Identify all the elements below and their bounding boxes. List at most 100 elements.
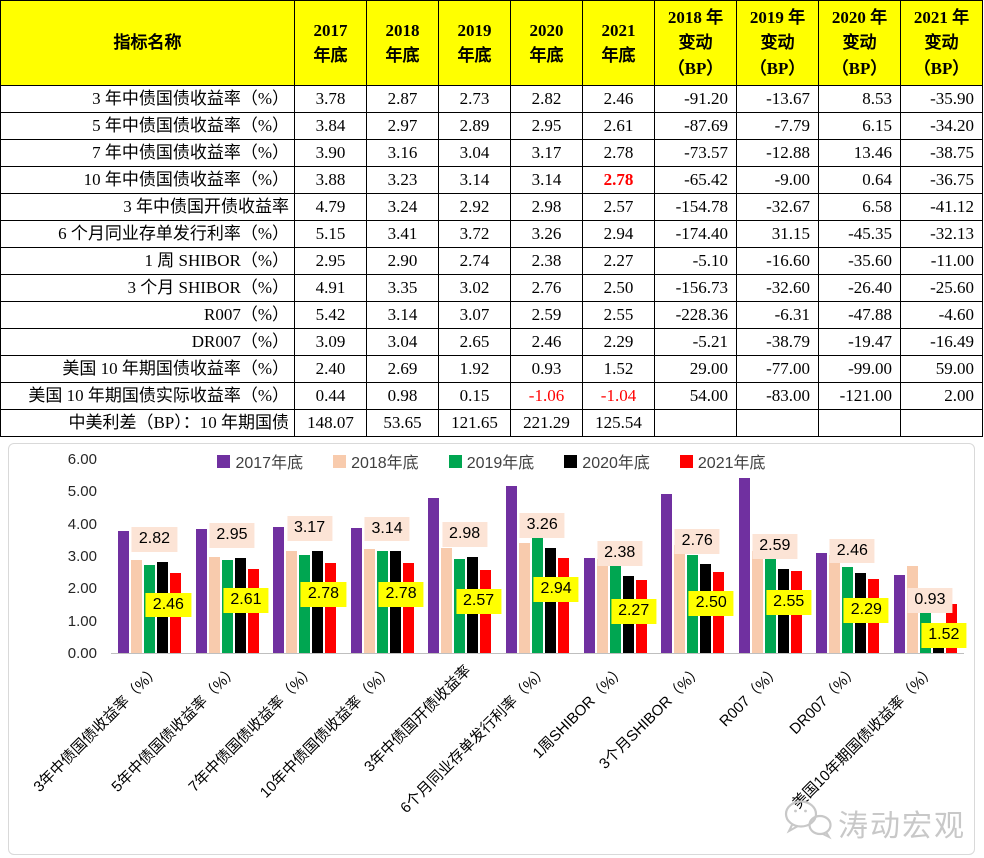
change-cell: -99.00	[818, 355, 901, 383]
callout-2021-value: 2.78	[300, 582, 347, 608]
change-cell: -32.13	[900, 220, 983, 248]
bar-2021年底	[558, 557, 569, 653]
change-cell: 31.15	[736, 220, 819, 248]
bar-group: 2.38 2.27	[576, 460, 657, 653]
indicator-name-cell: 3 年中债国开债收益率	[0, 193, 295, 221]
change-cell: -73.57	[654, 139, 737, 167]
value-cell: 3.04	[438, 139, 511, 167]
value-cell: 0.93	[510, 355, 583, 383]
value-cell: 2.69	[366, 355, 439, 383]
bar-2018年底	[829, 554, 841, 653]
x-category-label: 美国10年期国债收益率（%）	[789, 662, 940, 813]
indicator-name-cell: 6 个月同业存单发行利率（%）	[0, 220, 295, 248]
value-cell: 2.65	[438, 328, 511, 356]
bar-2017年底	[428, 498, 440, 653]
callout-2021-value: 2.46	[145, 592, 191, 618]
bar-group: 2.46 2.29	[809, 460, 889, 653]
value-cell: 1.92	[438, 355, 511, 383]
bar-2018年底	[441, 548, 453, 653]
change-cell: -156.73	[654, 274, 737, 302]
y-axis: 6.00 5.00 4.00 3.00 2.00 1.00 0.00	[9, 451, 111, 662]
value-cell: 2.76	[510, 274, 583, 302]
value-cell: 121.65	[438, 409, 511, 437]
change-header-cell: 2019 年 变动 （BP）	[736, 0, 819, 86]
bar-group: 2.82 2.46	[111, 460, 191, 653]
indicator-name-cell: 5 年中债国债收益率（%）	[0, 112, 295, 140]
value-cell: 3.26	[510, 220, 583, 248]
legend-label: 2020年底	[582, 455, 650, 472]
callout-2021-value: 2.94	[533, 577, 579, 602]
bar-2021年底	[402, 563, 414, 653]
callout-2021-value: 2.61	[223, 587, 269, 613]
legend-swatch-icon	[333, 454, 347, 468]
bar-2018年底	[596, 559, 608, 653]
change-cell: 59.00	[900, 355, 983, 383]
wechat-bubbles-icon	[782, 798, 834, 848]
change-cell	[736, 409, 819, 437]
value-cell: 0.44	[294, 382, 367, 410]
indicator-name-cell: 7 年中债国债收益率（%）	[0, 139, 295, 167]
bar-2018年底	[674, 544, 686, 653]
chart-legend: 2017年底 2018年底 2019年底 2020年底 2021年底	[9, 449, 974, 473]
table-row: 3 个月 SHIBOR（%） 4.91 3.35 3.02 2.76 2.50 -156.7…	[0, 274, 983, 302]
change-cell	[818, 409, 901, 437]
callout-2020-value: 0.93	[907, 588, 953, 613]
bar-chart: 2017年底 2018年底 2019年底 2020年底 2021年底 6.00 5.00 4…	[8, 443, 975, 855]
value-cell: 3.35	[366, 274, 439, 302]
table-row: 3 年中债国开债收益率 4.79 3.24 2.92 2.98 2.57 -154.78 -3…	[0, 193, 983, 221]
bar-2017年底	[661, 494, 673, 653]
value-cell: 2.87	[366, 85, 439, 113]
change-header-cell: 2021 年 变动 （BP）	[900, 0, 983, 86]
value-cell: 2.57	[582, 193, 655, 221]
value-cell: 5.15	[294, 220, 367, 248]
value-cell: 2.90	[366, 247, 439, 275]
table-row: 10 年中债国债收益率（%） 3.88 3.23 3.14 3.14 2.78 -65.42…	[0, 166, 983, 194]
table-header-row: 指标名称 2017 年底 2018 年底 2019 年底 2020 年底 202…	[0, 0, 983, 86]
x-category-label: DR007（%）	[786, 662, 862, 738]
legend-item: 2020年底	[564, 449, 650, 473]
indicator-name-cell: 1 周 SHIBOR（%）	[0, 247, 295, 275]
bar-2018年底	[751, 551, 763, 653]
bar-2017年底	[195, 528, 207, 653]
legend-label: 2019年底	[466, 455, 535, 472]
value-cell: 2.55	[582, 301, 655, 329]
bar-2018年底	[131, 560, 143, 653]
callout-2021-value: 2.50	[688, 591, 734, 617]
value-cell: 2.61	[582, 112, 655, 140]
bar-2017年底	[273, 526, 285, 653]
y-tick-label: 5.00	[67, 483, 97, 501]
value-cell: 2.89	[438, 112, 511, 140]
callout-2020-value: 2.95	[209, 522, 255, 548]
value-cell: 2.82	[510, 85, 583, 113]
change-cell: -228.36	[654, 301, 737, 329]
plot-area: 2.82 2.46 2.95 2.61 3.17 2.78 3.14 2.78 2.98 2.57…	[111, 460, 967, 654]
value-cell: 2.94	[582, 220, 655, 248]
year-header-cell: 2017 年底	[294, 0, 367, 86]
callout-2021-value: 2.78	[378, 582, 424, 608]
change-cell: -6.31	[736, 301, 819, 329]
callout-2020-value: 2.76	[674, 528, 720, 554]
indicator-name-cell: 中美利差（BP）：10 年期国债	[0, 409, 295, 437]
legend-item: 2021年底	[679, 449, 766, 473]
y-tick-label: 0.00	[67, 645, 97, 662]
table-row: 美国 10 年期国债实际收益率（%） 0.44 0.98 0.15 -1.06 -1.04…	[0, 382, 983, 410]
value-cell: 3.24	[366, 193, 439, 221]
table-row: 5 年中债国债收益率（%） 3.84 2.97 2.89 2.95 2.61 -87.69-…	[0, 112, 983, 140]
table-row: 7 年中债国债收益率（%） 3.90 3.16 3.04 3.17 2.78 -73.57-…	[0, 139, 983, 167]
value-cell: 2.78	[582, 166, 655, 194]
change-cell	[900, 409, 983, 437]
bar-group: 3.14 2.78	[344, 460, 424, 653]
change-cell: -47.88	[818, 301, 901, 329]
chart-body: 6.00 5.00 4.00 3.00 2.00 1.00 0.00 2.82 2.46 2.9…	[9, 451, 967, 662]
table-row: DR007（%） 3.09 3.04 2.65 2.46 2.29 -5.21 -38.79-…	[0, 328, 983, 356]
indicator-name-cell: R007（%）	[0, 301, 295, 329]
change-cell: -9.00	[736, 166, 819, 194]
value-cell: 0.15	[438, 382, 511, 410]
bar-2017年底	[506, 486, 517, 653]
bar-group: 2.76 2.50	[654, 460, 734, 653]
value-cell: 3.14	[438, 166, 511, 194]
indicator-table-body: 3 年中债国债收益率（%） 3.78 2.87 2.73 2.82 2.46 -91.20-…	[0, 85, 983, 437]
value-cell: 221.29	[510, 409, 583, 437]
value-cell: 3.88	[294, 166, 367, 194]
change-cell: -16.60	[736, 247, 819, 275]
